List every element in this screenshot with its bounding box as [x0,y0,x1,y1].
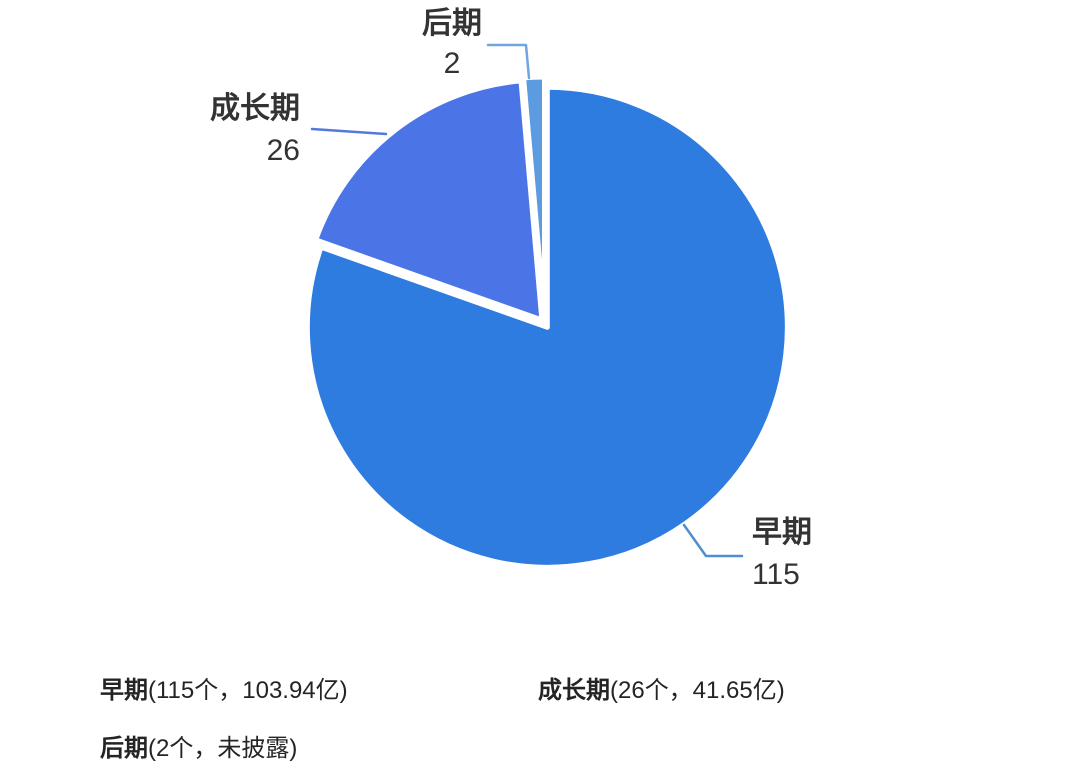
pie-slice-late[interactable] [521,74,547,320]
leader-line-early [682,523,744,558]
legend-item-late: 后期(2个，未披露) [100,734,297,764]
legend-early-detail: (115个，103.94亿) [148,677,348,704]
callout-early: 早期 115 [752,512,812,596]
legend-growth-name: 成长期 [538,677,610,704]
pie-slice-growth[interactable] [313,78,545,323]
legend-late-name: 后期 [100,735,148,762]
callout-growth-value: 26 [266,134,300,167]
callout-early-value: 115 [752,558,800,591]
legend-item-early: 早期(115个，103.94亿) [100,676,348,706]
callout-late-value: 2 [443,47,461,80]
callout-late-label: 后期 [422,7,482,40]
leader-line-growth [310,127,388,136]
callout-late: 后期 2 [387,4,517,84]
callout-growth-label: 成长期 [210,92,300,125]
legend-item-growth: 成长期(26个，41.65亿) [538,676,785,706]
callout-early-label: 早期 [752,516,812,549]
callout-growth: 成长期 26 [120,88,300,172]
legend-late-detail: (2个，未披露) [148,735,298,762]
pie-slice-early[interactable] [304,84,790,570]
legend-early-name: 早期 [100,677,148,704]
leader-line-late [486,43,531,80]
legend-growth-detail: (26个，41.65亿) [610,677,785,704]
